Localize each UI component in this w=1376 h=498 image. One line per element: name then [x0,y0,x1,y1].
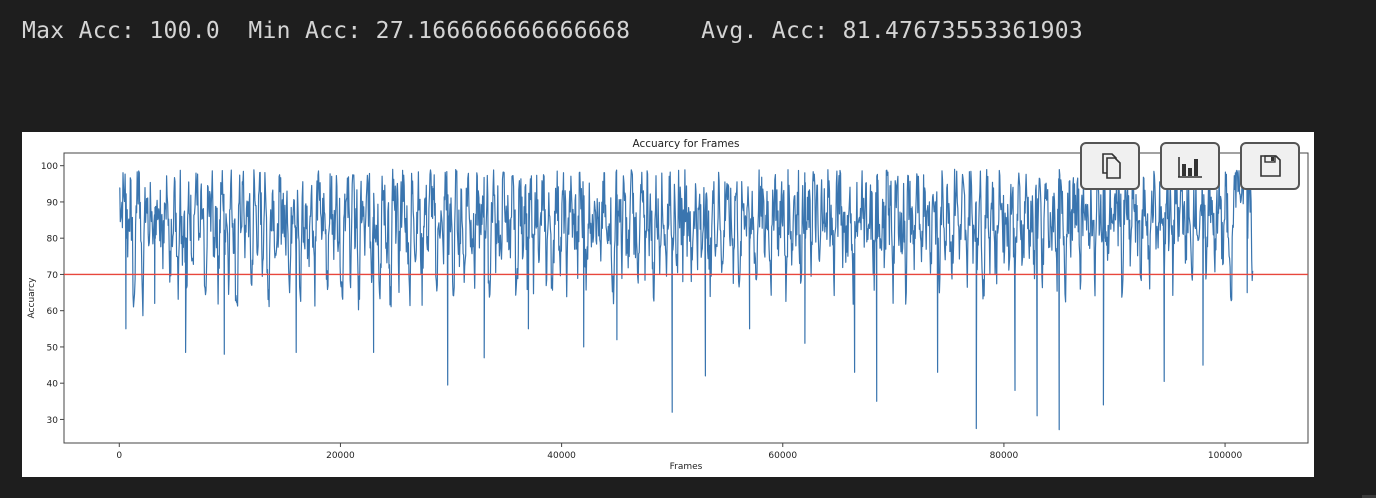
x-tick-label: 100000 [1208,451,1243,461]
min-acc-text: Min Acc: 27.166666666666668 [248,18,631,44]
y-tick-label: 40 [47,380,59,390]
y-tick-label: 100 [41,162,58,172]
x-axis: 0 20000 40000 60000 80000 100000 [116,443,1243,461]
x-tick-label: 0 [116,451,122,461]
y-axis-label: Accuarcy [27,277,37,319]
y-tick-label: 70 [47,271,59,281]
y-axis: 30 40 50 60 70 80 90 100 [41,162,64,426]
chart-button[interactable] [1160,142,1220,190]
save-icon [1260,155,1281,177]
x-tick-label: 20000 [326,451,355,461]
x-tick-label: 40000 [547,451,576,461]
x-tick-label: 80000 [990,451,1019,461]
bar-chart-icon [1178,157,1202,178]
max-acc-text: Max Acc: 100.0 [22,18,221,44]
copy-button[interactable] [1080,142,1140,190]
accuracy-chart: Accuarcy for Frames 30 40 50 60 70 80 90 100 0 2… [27,138,1309,472]
y-tick-label: 60 [47,307,59,317]
plot-area [63,152,1309,444]
y-tick-label: 90 [47,198,59,208]
chart-figure: Accuarcy for Frames 30 40 50 60 70 80 90 100 0 2… [22,132,1314,477]
y-tick-label: 80 [47,235,59,245]
accuracy-stats: Max Acc: 100.0 Min Acc: 27.1666666666666… [22,18,1083,52]
accuracy-series-line [119,168,1254,431]
series-group [119,168,1254,431]
save-button[interactable] [1240,142,1300,190]
avg-acc-text: Avg. Acc: 81.47673553361903 [701,18,1084,44]
x-axis-label: Frames [670,462,703,472]
scrollbar-corner [1362,495,1376,498]
x-tick-label: 60000 [768,451,797,461]
chart-title: Accuarcy for Frames [632,138,739,150]
y-tick-label: 50 [47,343,59,353]
y-tick-label: 30 [47,416,59,426]
copy-icon [1102,153,1121,179]
